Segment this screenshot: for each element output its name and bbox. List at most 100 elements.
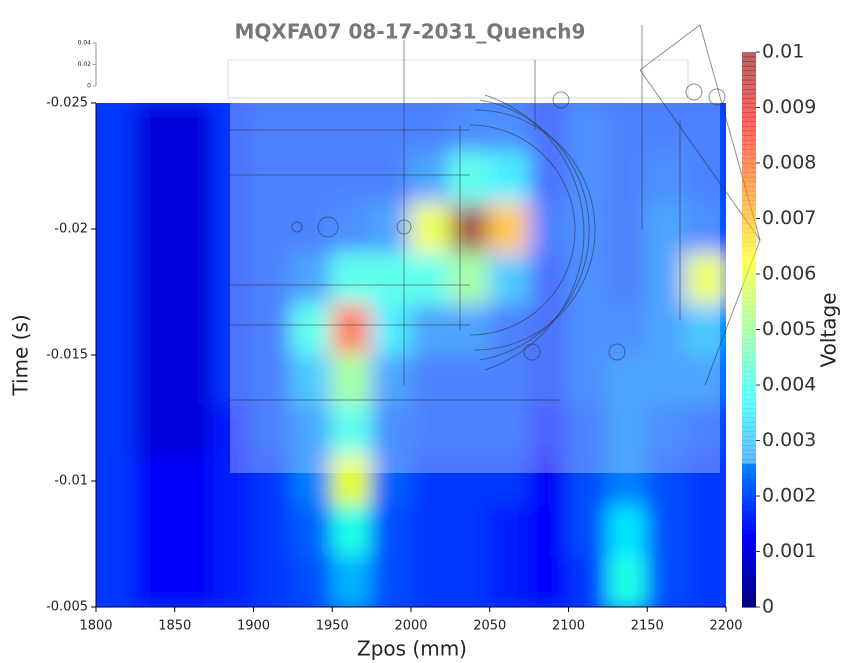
heat-cell: [685, 354, 726, 407]
colorbar-segment: [742, 486, 756, 492]
heat-cell: [488, 253, 531, 306]
x-tick-label: 1900: [237, 619, 270, 634]
heat-cell: [134, 202, 176, 256]
heat-cell: [252, 202, 294, 256]
heat-cell: [646, 505, 688, 558]
colorbar-segment: [742, 537, 756, 543]
heat-cell: [646, 152, 688, 205]
x-tick-label: 2000: [394, 619, 427, 634]
colorbar-segment: [742, 65, 756, 72]
heat-cell: [331, 303, 373, 356]
heat-cell: [291, 253, 334, 306]
heat-cell: [528, 555, 570, 607]
colorbar-segment: [742, 560, 756, 566]
colorbar-segment: [742, 195, 756, 201]
colorbar-segment: [742, 223, 756, 229]
colorbar-segment: [742, 241, 756, 247]
heat-cell: [606, 303, 649, 356]
heat-cell: [213, 152, 255, 205]
heat-cell: [410, 555, 452, 607]
heat-cell: [96, 404, 137, 457]
heat-cell: [685, 454, 726, 508]
heat-cell: [291, 354, 334, 407]
y-tick-label: -0.025: [46, 96, 88, 111]
heat-cell: [96, 454, 137, 508]
colorbar-tick-label: 0.004: [762, 374, 816, 396]
heat-cell: [370, 103, 412, 155]
heat-cell: [410, 202, 452, 256]
colorbar-segment: [742, 218, 756, 224]
heat-cell: [567, 303, 609, 356]
x-tick-label: 1800: [79, 619, 112, 634]
heat-cell: [567, 555, 609, 607]
heat-cell: [449, 303, 491, 356]
heat-cell: [134, 555, 176, 607]
colorbar-segment: [742, 570, 756, 576]
heat-cell: [449, 505, 491, 558]
heat-cell: [646, 404, 688, 457]
heat-cell: [96, 555, 137, 607]
colorbar-segment: [742, 357, 756, 363]
heat-cell: [173, 555, 216, 607]
heat-cell: [606, 555, 649, 607]
x-tick-label: 2100: [552, 619, 585, 634]
colorbar-segment: [742, 472, 756, 479]
colorbar-tick-label: 0.008: [762, 152, 816, 174]
heat-cell: [488, 454, 531, 508]
heat-cell: [291, 404, 334, 457]
colorbar-segment: [742, 509, 756, 516]
colorbar-segment: [742, 422, 756, 428]
colorbar-segment: [742, 84, 756, 90]
colorbar-tick-label: 0.007: [762, 207, 816, 229]
heat-cell: [291, 152, 334, 205]
colorbar-segment: [742, 232, 756, 238]
x-axis-label: Zpos (mm): [357, 637, 467, 661]
heat-cell: [449, 152, 491, 205]
heat-cell: [331, 253, 373, 306]
colorbar-label: Voltage: [817, 292, 841, 367]
heat-cell: [213, 404, 255, 457]
colorbar-segment: [742, 264, 756, 270]
heat-cell: [134, 505, 176, 558]
colorbar-segment: [742, 283, 756, 289]
heat-cell: [488, 555, 531, 607]
heat-cell: [213, 202, 255, 256]
heat-cell: [252, 152, 294, 205]
heat-cell: [567, 505, 609, 558]
heat-cell: [134, 354, 176, 407]
heat-cell: [291, 555, 334, 607]
heat-cell: [331, 404, 373, 457]
colorbar-segment: [742, 190, 756, 196]
heat-cell: [685, 103, 726, 155]
colorbar-segment: [742, 477, 756, 483]
heat-cell: [410, 404, 452, 457]
colorbar-segment: [742, 292, 756, 298]
colorbar-segment: [742, 181, 756, 187]
colorbar-tick-label: 0.006: [762, 263, 816, 285]
heat-cell: [331, 555, 373, 607]
colorbar-segment: [742, 602, 756, 608]
heat-cell: [134, 253, 176, 306]
x-tick-label: 2050: [473, 619, 506, 634]
colorbar-segment: [742, 565, 756, 571]
colorbar-segment: [742, 417, 756, 423]
colorbar-segment: [742, 375, 756, 381]
heat-cell: [528, 505, 570, 558]
heat-cell: [606, 103, 649, 155]
heat-cell: [646, 303, 688, 356]
heat-cell: [449, 404, 491, 457]
y-tick-label: -0.015: [46, 348, 88, 363]
heat-cell: [606, 253, 649, 306]
colorbar-segment: [742, 583, 756, 590]
inset-tick-label: 0.04: [78, 40, 92, 47]
heat-cell: [370, 404, 412, 457]
heat-cell: [449, 454, 491, 508]
heat-cell: [370, 555, 412, 607]
heat-cell: [331, 454, 373, 508]
colorbar-segment: [742, 505, 756, 511]
colorbar-segment: [742, 93, 756, 99]
heat-cell: [528, 454, 570, 508]
colorbar-segment: [742, 186, 756, 192]
colorbar-tick-label: 0: [762, 596, 774, 618]
colorbar-segment: [742, 398, 756, 405]
